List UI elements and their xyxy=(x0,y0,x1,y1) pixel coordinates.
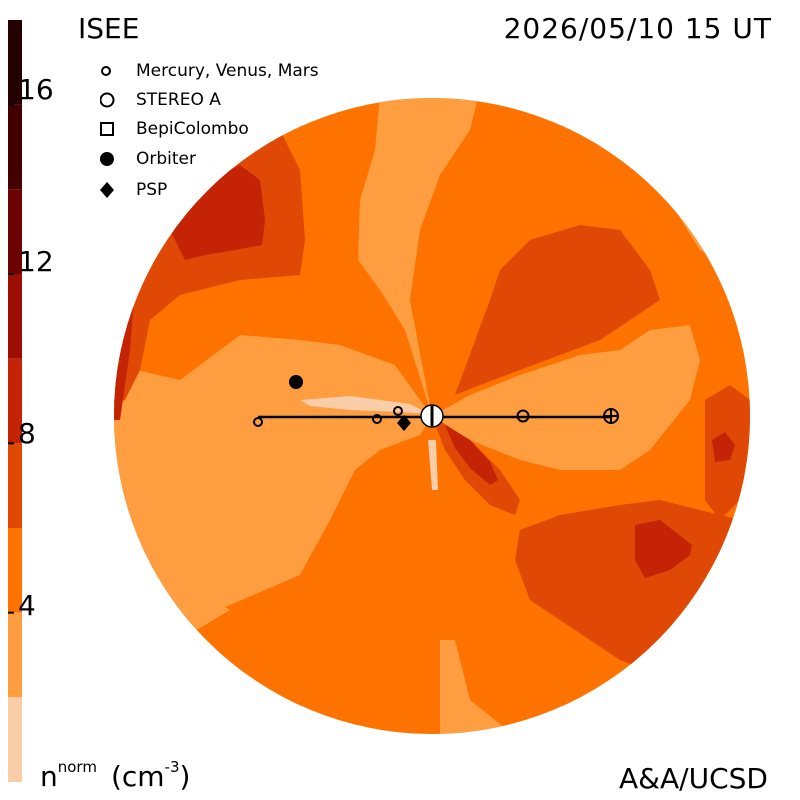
legend-label-bepicolombo: BepiColombo xyxy=(136,119,249,139)
region-light-right xyxy=(432,325,700,470)
unit-open: (cm xyxy=(110,760,165,793)
region-pale-streak xyxy=(300,396,430,414)
region-deep-lower-right xyxy=(635,520,692,578)
colorbar-band-1 xyxy=(8,612,22,698)
colorbar xyxy=(8,20,22,782)
region-pale-streak-lower xyxy=(428,440,438,490)
region-deep-right xyxy=(712,432,735,462)
colorbar-tick-8: 8 xyxy=(18,417,36,450)
colorbar-tick-12: 12 xyxy=(18,245,54,278)
filled-circle-icon xyxy=(100,148,122,170)
region-light-top xyxy=(358,98,480,416)
colorbar-band-3 xyxy=(8,443,22,528)
legend-item-psp: PSP xyxy=(100,177,167,203)
datetime-label: 2026/05/10 15 UT xyxy=(503,12,772,45)
region-dark-upper-right xyxy=(455,225,660,395)
quantity-superscript: norm xyxy=(57,758,97,776)
orbiter-marker xyxy=(289,375,303,389)
legend-item-orbiter: Orbiter xyxy=(100,146,196,172)
colorbar-band-4 xyxy=(8,358,22,444)
filled-diamond-icon xyxy=(100,179,122,201)
open-square-icon xyxy=(100,118,122,140)
colorbar-tick-4: 4 xyxy=(18,589,36,622)
planet-marker-mars xyxy=(253,417,263,427)
colorbar-band-5 xyxy=(8,274,22,359)
colorbar-band-6 xyxy=(8,189,22,274)
colorbar-band-8 xyxy=(8,20,22,105)
unit-close: ) xyxy=(179,760,191,793)
planet-marker-venus xyxy=(372,414,382,424)
legend-label-planets: Mercury, Venus, Mars xyxy=(136,61,319,81)
legend-label-psp: PSP xyxy=(136,180,168,200)
region-deep-near-sun xyxy=(445,425,498,485)
colorbar-band-2 xyxy=(8,528,22,613)
open-circle-icon xyxy=(99,89,122,111)
region-deep-upper-left xyxy=(170,165,265,260)
planet-marker-mercury xyxy=(393,406,403,416)
body-markers xyxy=(253,375,619,431)
legend-item-bepicolombo: BepiColombo xyxy=(100,116,249,142)
source-label: ISEE xyxy=(78,12,140,45)
psp-marker xyxy=(397,415,411,431)
sun-earth-line-group xyxy=(258,404,612,428)
legend-label-orbiter: Orbiter xyxy=(136,149,196,169)
colorbar-band-7 xyxy=(8,104,22,190)
legend-item-planets: Mercury, Venus, Mars xyxy=(100,58,319,84)
small-circle-icon xyxy=(100,60,122,82)
legend-item-stereo-a: STEREO A xyxy=(99,87,221,113)
unit-superscript: -3 xyxy=(164,758,180,776)
quantity-symbol: n xyxy=(40,760,58,793)
stereo-a-marker xyxy=(516,409,530,423)
colorbar-tick-16: 16 xyxy=(18,73,54,106)
colorbar-unit-label: nnorm (cm-3) xyxy=(40,758,190,793)
legend-label-stereo-a: STEREO A xyxy=(136,90,221,110)
credit-label: A&A/UCSD xyxy=(619,762,768,795)
colorbar-band-0 xyxy=(8,697,22,782)
